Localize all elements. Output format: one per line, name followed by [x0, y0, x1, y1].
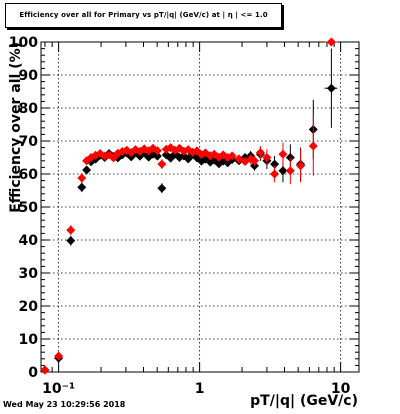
data-point-black — [183, 154, 193, 164]
x-axis-label: pT/|q| (GeV/c) — [250, 393, 358, 409]
data-point-black — [152, 151, 162, 161]
data-point-red — [249, 156, 259, 166]
data-point-black — [157, 183, 167, 193]
data-point-black — [278, 166, 288, 176]
x-tick-label: 10 — [331, 381, 351, 397]
chart-title-box: Efficiency over all for Primary vs pT/|q… — [5, 3, 282, 28]
series-group — [40, 48, 338, 375]
data-point-red — [255, 148, 265, 158]
y-tick-label: 30 — [19, 266, 39, 282]
y-tick-label: 70 — [19, 134, 39, 150]
y-tick-label: 10 — [19, 332, 39, 348]
series-group — [40, 37, 338, 375]
y-tick-label: 0 — [28, 365, 38, 381]
data-point-black — [66, 236, 76, 246]
x-tick-label: 1 — [195, 381, 205, 397]
x-tick-labels: 10⁻¹ 1 10 — [42, 381, 351, 397]
data-point-red — [227, 151, 237, 161]
y-tick-label: 40 — [19, 233, 39, 249]
grid-lines — [41, 42, 359, 372]
axis-ticks — [41, 41, 359, 373]
y-tick-label: 90 — [19, 68, 39, 84]
y-tick-labels: 0 10 20 30 40 50 60 70 80 90 100 — [9, 35, 38, 381]
data-point-black — [270, 159, 280, 169]
data-point-red — [326, 37, 336, 47]
y-axis-label: Efficiency over all (%) — [8, 42, 24, 213]
data-point-red — [40, 365, 50, 375]
data-series — [40, 37, 338, 375]
y-tick-label: 80 — [19, 101, 39, 117]
data-point-red — [285, 166, 295, 176]
data-point-black — [82, 165, 92, 175]
data-point-red — [296, 161, 306, 171]
data-point-red — [270, 169, 280, 179]
data-point-red — [66, 225, 76, 235]
x-tick-label: 10⁻¹ — [42, 381, 75, 397]
data-point-red — [157, 159, 167, 169]
y-tick-label: 100 — [9, 35, 38, 51]
footer-timestamp: Wed May 23 10:29:56 2018 — [3, 400, 126, 409]
data-point-black — [326, 83, 336, 93]
y-tick-label: 50 — [19, 200, 39, 216]
chart-title: Efficiency over all for Primary vs pT/|q… — [19, 11, 268, 19]
data-point-red — [54, 351, 64, 361]
data-point-red — [152, 146, 162, 156]
data-point-black — [77, 182, 87, 192]
data-point-red — [278, 149, 288, 159]
data-point-red — [77, 173, 87, 183]
y-tick-label: 60 — [19, 167, 39, 183]
data-point-red — [308, 141, 318, 151]
y-tick-label: 20 — [19, 299, 39, 315]
data-point-red — [262, 153, 272, 162]
